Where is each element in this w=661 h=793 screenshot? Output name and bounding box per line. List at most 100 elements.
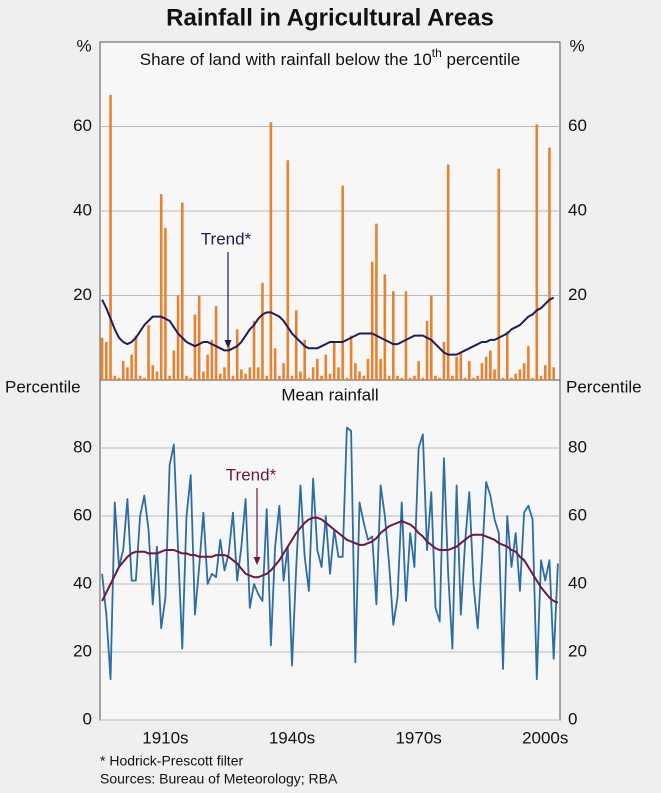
bar <box>261 282 264 380</box>
subtitle-part: Share of land with rainfall below the 10 <box>140 50 432 69</box>
bar <box>484 356 488 380</box>
bar <box>202 371 205 380</box>
bar <box>197 295 201 380</box>
bar <box>143 377 146 380</box>
bar <box>421 377 425 380</box>
y2-tick-label: 20 <box>568 641 587 660</box>
trend-annotation: Trend* <box>226 465 277 484</box>
y2-tick-label: 20 <box>568 285 587 304</box>
bar <box>505 331 509 380</box>
bar <box>282 363 285 380</box>
trend-line <box>101 296 555 356</box>
bar <box>214 306 218 380</box>
bar <box>172 350 176 380</box>
bar <box>370 261 374 380</box>
bar <box>539 375 543 380</box>
x-tick-label: 2000s <box>522 728 568 747</box>
bar <box>147 325 150 380</box>
bar <box>159 194 163 380</box>
bar <box>168 375 171 380</box>
bar <box>155 371 159 380</box>
bar <box>206 354 209 380</box>
footnote: * Hodrick-Prescott filter <box>100 753 243 769</box>
bar <box>408 377 412 380</box>
bar <box>400 377 404 380</box>
bar <box>235 329 239 380</box>
bar <box>387 375 391 380</box>
trend-annotation: Trend* <box>201 229 252 248</box>
bar <box>379 358 382 380</box>
bar <box>332 341 336 380</box>
bar <box>294 310 298 380</box>
bar <box>438 377 442 380</box>
y2-axis-label: % <box>569 36 584 55</box>
subtitle-part: percentile <box>442 50 520 69</box>
bar <box>218 373 222 380</box>
bar <box>223 367 226 380</box>
x-tick-label: 1940s <box>269 728 315 747</box>
bar <box>278 375 281 380</box>
bar <box>455 356 458 380</box>
y2-tick-label: 40 <box>568 200 587 219</box>
bar <box>548 147 551 380</box>
bar <box>467 360 471 380</box>
y2-tick-label: 40 <box>568 573 587 592</box>
y-tick-label: 80 <box>73 437 92 456</box>
y-tick-label: 20 <box>73 285 92 304</box>
bar <box>109 94 112 380</box>
bar <box>121 360 125 380</box>
bar <box>375 223 378 380</box>
bar <box>286 160 290 380</box>
bar <box>134 335 138 380</box>
panel-subtitle: Mean rainfall <box>281 385 378 404</box>
bar <box>404 291 408 380</box>
bar <box>349 335 353 380</box>
y-tick-label: 60 <box>73 505 92 524</box>
bar <box>328 373 332 380</box>
bar <box>518 369 522 380</box>
bar <box>446 164 450 380</box>
bar <box>248 367 252 380</box>
bar <box>138 375 142 380</box>
bar <box>185 375 188 380</box>
y-tick-label: 0 <box>83 709 92 728</box>
bar <box>117 377 121 380</box>
bar <box>273 348 277 380</box>
bar <box>366 358 370 380</box>
bar <box>392 291 395 380</box>
x-tick-label: 1970s <box>395 728 441 747</box>
plot-frame <box>99 41 561 721</box>
y-tick-label: 40 <box>73 573 92 592</box>
panel-subtitle: Share of land with rainfall below the 10… <box>140 46 520 69</box>
bar <box>290 375 294 380</box>
bar <box>396 375 399 380</box>
bar <box>265 375 268 380</box>
bar <box>358 371 361 380</box>
subtitle-superscript: th <box>432 46 442 60</box>
bar <box>442 341 446 380</box>
bar <box>480 363 484 380</box>
y2-tick-label: 0 <box>568 709 577 728</box>
bar <box>552 367 555 380</box>
bar <box>341 185 344 380</box>
bar <box>320 375 323 380</box>
bar <box>459 352 463 380</box>
bar <box>307 377 311 380</box>
bar <box>151 365 155 380</box>
chart-title: Rainfall in Agricultural Areas <box>166 4 494 31</box>
bar <box>535 124 539 380</box>
bar <box>210 339 214 380</box>
bar <box>527 346 530 380</box>
bar <box>354 363 357 380</box>
bar <box>316 358 319 380</box>
bar <box>256 367 260 380</box>
bar <box>252 320 256 380</box>
bar <box>522 363 526 380</box>
bar <box>493 369 496 380</box>
y-tick-label: 20 <box>73 641 92 660</box>
bar <box>345 377 349 380</box>
y-axis-label: % <box>76 36 91 55</box>
bar <box>231 375 235 380</box>
y2-tick-label: 60 <box>568 116 587 135</box>
